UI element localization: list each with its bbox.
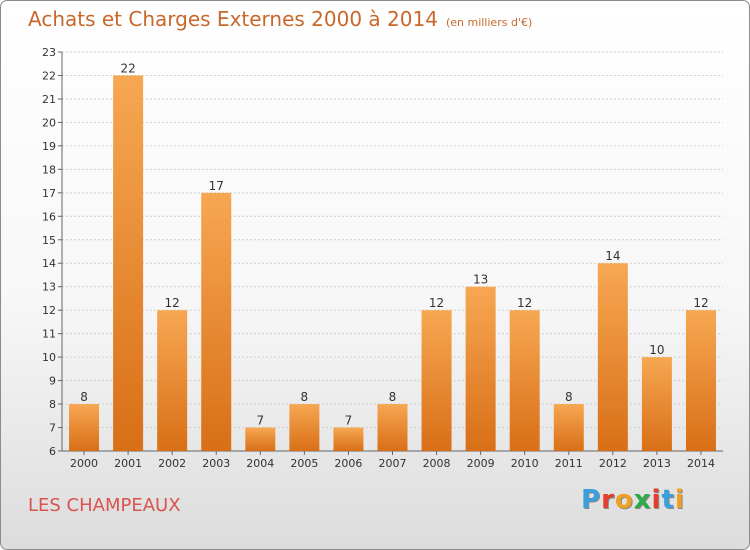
labels: 6 7 8 9 10 11 12 13 14 15 16 17 18 19 20 21 22 23 8 2000 22 2… bbox=[42, 46, 715, 470]
data-label: 22 bbox=[120, 61, 135, 75]
data-label: 12 bbox=[429, 296, 444, 310]
bar bbox=[553, 404, 584, 451]
bar bbox=[377, 404, 408, 451]
data-label: 12 bbox=[517, 296, 532, 310]
bar bbox=[245, 427, 276, 451]
proxiti-logo: Proxiti bbox=[581, 485, 685, 515]
y-tick-label: 18 bbox=[42, 163, 56, 176]
y-tick-label: 23 bbox=[42, 46, 56, 59]
x-tick-label: 2000 bbox=[70, 457, 98, 470]
bar bbox=[509, 310, 540, 451]
y-tick-label: 10 bbox=[42, 351, 56, 364]
bar bbox=[641, 357, 672, 451]
x-tick-label: 2009 bbox=[467, 457, 495, 470]
y-tick-label: 8 bbox=[49, 398, 56, 411]
data-label: 7 bbox=[345, 414, 353, 428]
y-tick-label: 12 bbox=[42, 304, 56, 317]
y-tick-label: 13 bbox=[42, 281, 56, 294]
data-label: 10 bbox=[649, 343, 664, 357]
y-tick-label: 19 bbox=[42, 140, 56, 153]
data-label: 12 bbox=[165, 296, 180, 310]
x-tick-label: 2003 bbox=[202, 457, 230, 470]
x-tick-label: 2014 bbox=[687, 457, 715, 470]
data-label: 7 bbox=[256, 414, 264, 428]
bar bbox=[69, 404, 100, 451]
y-tick-label: 11 bbox=[42, 328, 56, 341]
data-label: 8 bbox=[389, 390, 397, 404]
x-tick-label: 2010 bbox=[511, 457, 539, 470]
y-tick-label: 14 bbox=[42, 257, 56, 270]
chart-title: Achats et Charges Externes 2000 à 2014 (e… bbox=[28, 7, 532, 31]
x-tick-label: 2005 bbox=[290, 457, 318, 470]
bar bbox=[201, 192, 232, 451]
data-label: 17 bbox=[209, 179, 224, 193]
data-label: 8 bbox=[301, 390, 309, 404]
y-tick-label: 22 bbox=[42, 69, 56, 82]
y-tick-label: 15 bbox=[42, 234, 56, 247]
data-label: 14 bbox=[605, 249, 620, 263]
bar bbox=[465, 286, 496, 451]
data-label: 8 bbox=[80, 390, 88, 404]
x-tick-label: 2008 bbox=[423, 457, 451, 470]
commune-name: LES CHAMPEAUX bbox=[28, 495, 181, 516]
x-tick-label: 2007 bbox=[379, 457, 407, 470]
bars bbox=[69, 75, 716, 452]
x-tick-label: 2012 bbox=[599, 457, 627, 470]
bar bbox=[421, 310, 452, 451]
chart-unit: (en milliers d'€) bbox=[445, 16, 533, 29]
x-tick-label: 2006 bbox=[334, 457, 362, 470]
x-tick-label: 2001 bbox=[114, 457, 142, 470]
chart-title-text: Achats et Charges Externes 2000 à 2014 bbox=[28, 7, 438, 31]
y-tick-label: 17 bbox=[42, 187, 56, 200]
x-tick-label: 2011 bbox=[555, 457, 583, 470]
y-tick-label: 6 bbox=[49, 445, 56, 458]
y-tick-label: 16 bbox=[42, 210, 56, 223]
data-label: 8 bbox=[565, 390, 573, 404]
bar bbox=[685, 310, 716, 451]
y-tick-label: 20 bbox=[42, 116, 56, 129]
data-label: 12 bbox=[693, 296, 708, 310]
bar bbox=[333, 427, 364, 451]
bar bbox=[113, 75, 144, 452]
x-tick-label: 2002 bbox=[158, 457, 186, 470]
bar bbox=[157, 310, 188, 451]
x-tick-label: 2004 bbox=[246, 457, 274, 470]
bar bbox=[289, 404, 320, 451]
bar bbox=[597, 263, 628, 451]
x-tick-label: 2013 bbox=[643, 457, 671, 470]
data-label: 13 bbox=[473, 273, 488, 287]
y-tick-label: 21 bbox=[42, 93, 56, 106]
y-tick-label: 9 bbox=[49, 375, 56, 388]
y-tick-label: 7 bbox=[49, 422, 56, 435]
